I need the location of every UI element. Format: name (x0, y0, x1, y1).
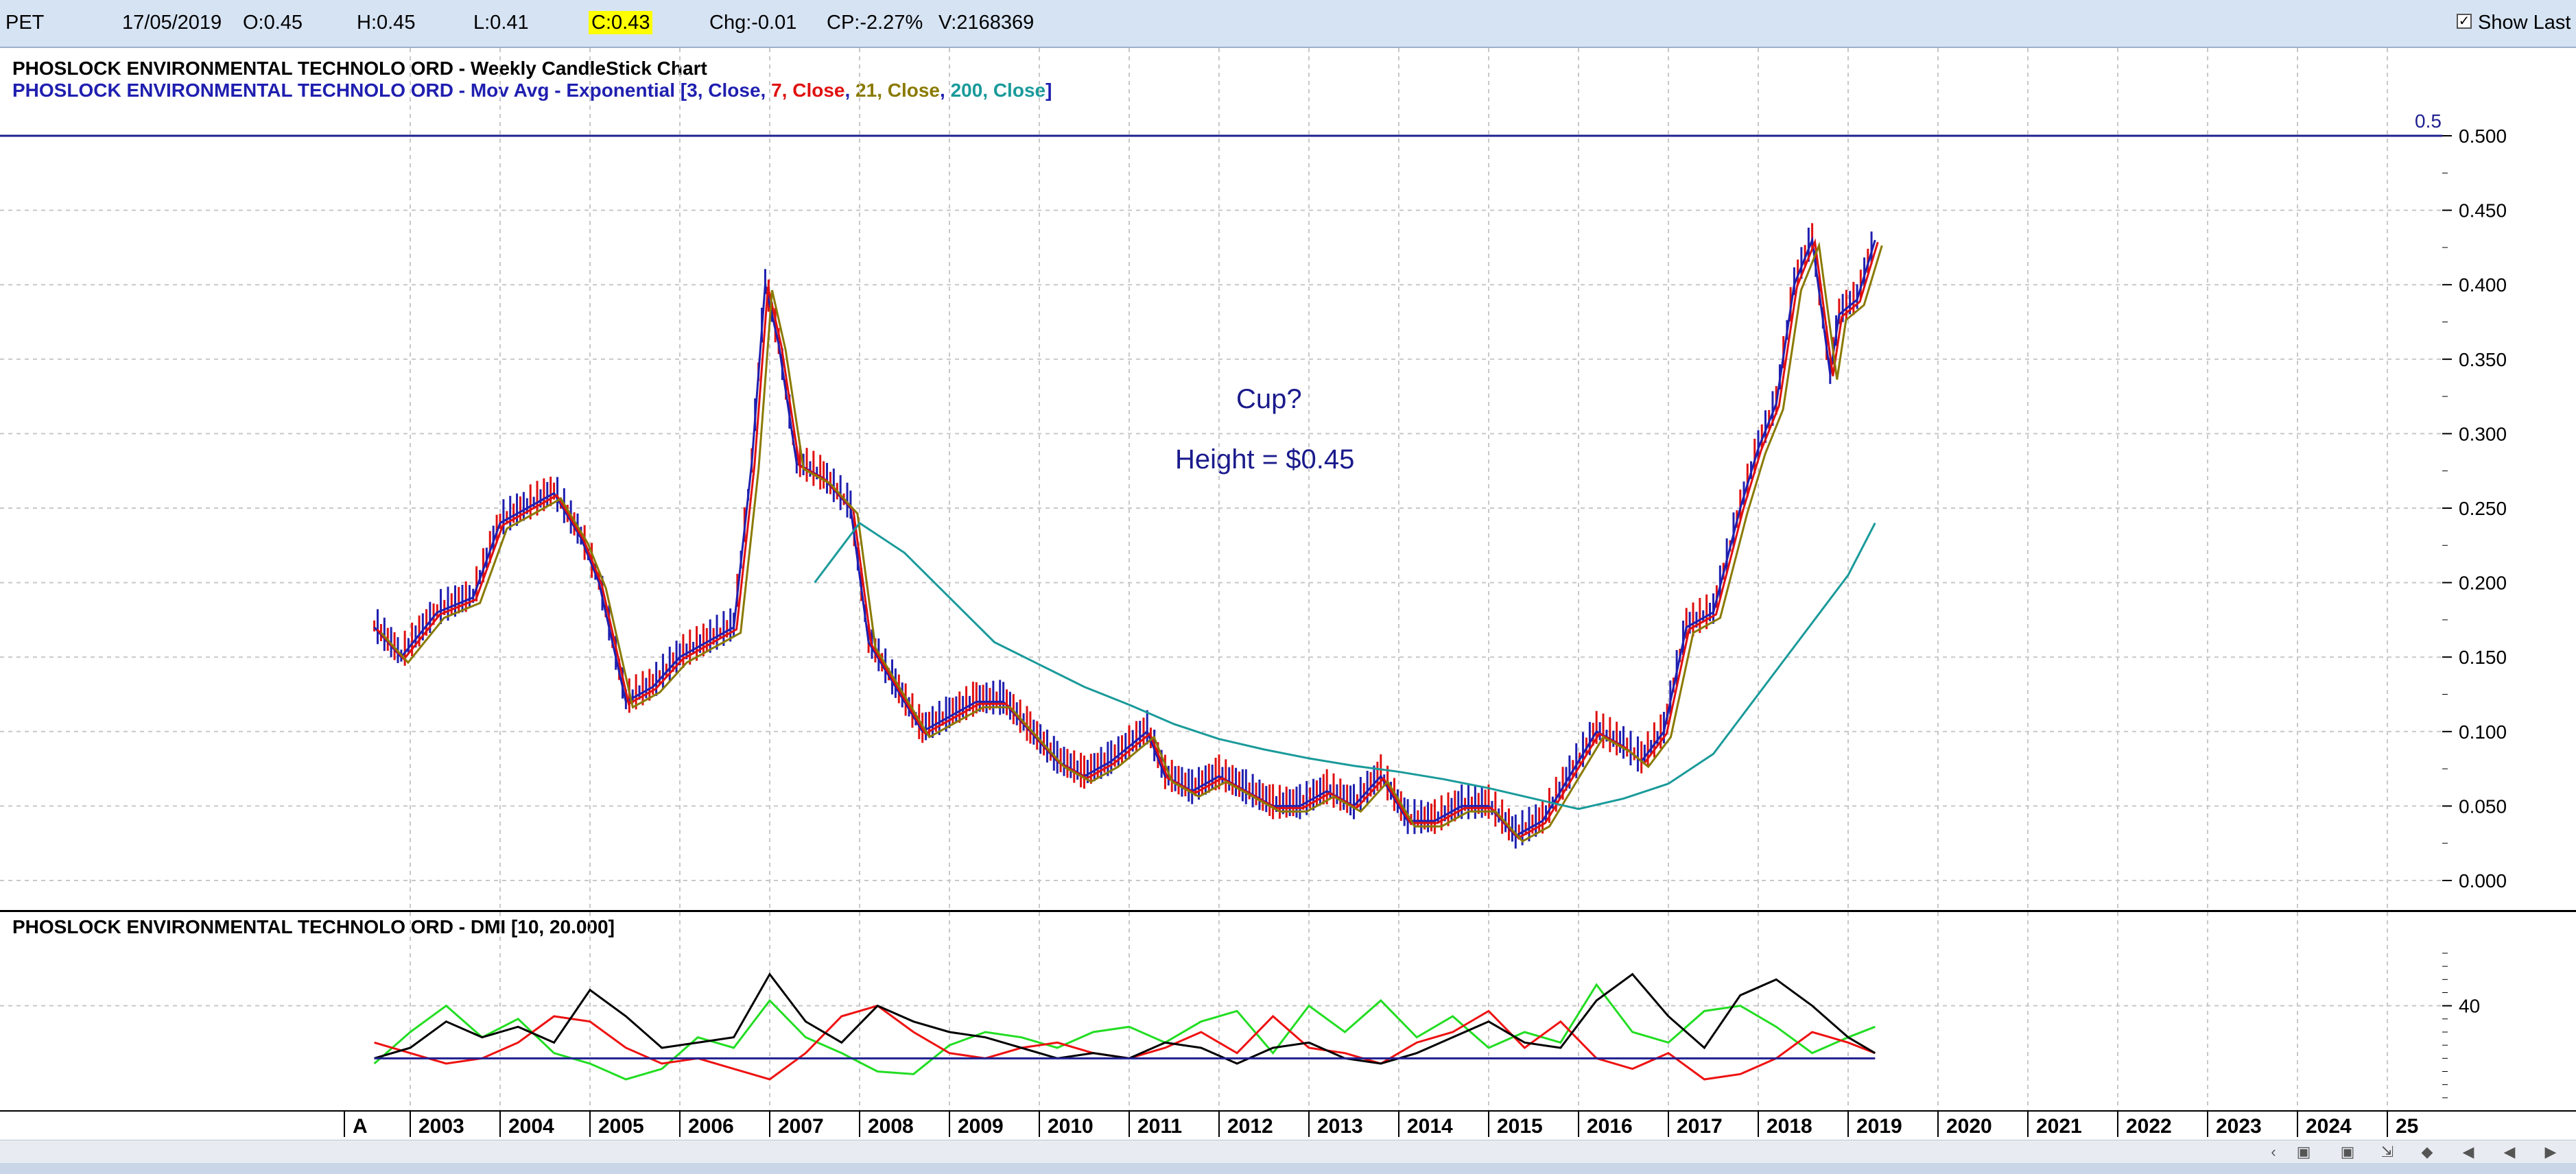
ma-legend-part: 3, Close (687, 80, 761, 101)
price-y-tick-label: 0.100 (2459, 721, 2507, 743)
time-axis-label: A (353, 1115, 368, 1138)
hline-label: 0.5 (2415, 110, 2442, 132)
dmi-plus-line (373, 983, 1876, 1081)
time-axis-label: 2003 (418, 1115, 464, 1138)
ma-legend-part: , (940, 80, 951, 101)
time-axis-label: 2017 (1677, 1115, 1723, 1138)
dmi-chart[interactable]: 40 (0, 912, 2576, 1111)
ma-legend-part: ] (1045, 80, 1052, 101)
close-label: C:0.43 (589, 11, 653, 34)
dmi-chart-title: PHOSLOCK ENVIRONMENTAL TECHNOLO ORD - DM… (12, 916, 615, 937)
time-axis-label: 2015 (1497, 1115, 1543, 1138)
price-y-tick-label: 0.000 (2459, 870, 2507, 891)
time-axis-label: 2020 (1946, 1115, 1992, 1138)
time-axis-label: 2011 (1137, 1115, 1182, 1138)
window-bottom-edge (0, 1163, 2576, 1174)
height-annotation: Height = $0.45 (1175, 444, 1355, 475)
cup-annotation: Cup? (1236, 384, 1302, 414)
time-axis-label: 2022 (2126, 1115, 2172, 1138)
time-axis-label: 25 (2396, 1115, 2418, 1138)
high-label: H:0.45 (357, 12, 416, 34)
ema21-line (380, 241, 1883, 843)
ma-legend-part: , (760, 80, 772, 101)
ma-legend-part: 21, Close (855, 80, 940, 101)
ema200-line (814, 521, 1876, 811)
time-axis-label: 2016 (1587, 1115, 1633, 1138)
time-axis-label: 2013 (1317, 1115, 1363, 1138)
show-last-checkbox[interactable]: ✓ (2457, 14, 2472, 29)
pan-icon[interactable]: ◆ (2421, 1143, 2433, 1160)
volume-label: V:2168369 (938, 12, 1035, 34)
zoom-out-icon[interactable]: ▣ (2340, 1143, 2355, 1160)
price-y-tick-label: 0.400 (2459, 274, 2507, 296)
prev-icon[interactable]: ◀ (2503, 1143, 2516, 1160)
time-axis-label: 2021 (2036, 1115, 2082, 1138)
time-axis-label: 2024 (2306, 1115, 2352, 1138)
low-label: L:0.41 (473, 12, 529, 34)
time-axis-label: 2014 (1407, 1115, 1453, 1138)
price-chart-title: PHOSLOCK ENVIRONMENTAL TECHNOLO ORD - We… (12, 58, 707, 79)
price-y-tick-label: 0.450 (2459, 200, 2507, 221)
time-axis-label: 2010 (1048, 1115, 1094, 1138)
date-label: 17/05/2019 (122, 12, 222, 34)
zoom-in-icon[interactable]: ▣ (2296, 1143, 2311, 1160)
price-y-tick-label: 0.500 (2459, 125, 2507, 147)
symbol-label: PET (5, 12, 45, 34)
panel-divider (0, 910, 2576, 912)
ma-legend-part: 7, Close (771, 80, 845, 101)
time-axis-label: 2012 (1227, 1115, 1273, 1138)
price-y-tick-label: 0.350 (2459, 349, 2507, 370)
change-pct-label: CP:-2.27% (827, 12, 923, 34)
time-axis-label: 2008 (868, 1115, 914, 1138)
quote-toolbar: PET 17/05/2019 O:0.45 H:0.45 L:0.41 C:0.… (0, 0, 2576, 48)
scroll-left-icon[interactable]: ‹ (2271, 1143, 2276, 1160)
time-axis-label: 2009 (958, 1115, 1004, 1138)
time-axis-label: 2007 (778, 1115, 824, 1138)
price-y-tick-label: 0.250 (2459, 498, 2507, 519)
time-axis-label: 2019 (1856, 1115, 1902, 1138)
price-y-tick-label: 0.300 (2459, 423, 2507, 444)
adx-line (374, 972, 1876, 1065)
change-label: Chg:-0.01 (709, 12, 797, 34)
price-y-tick-label: 0.150 (2459, 647, 2507, 668)
time-axis-label: 2018 (1766, 1115, 1812, 1138)
show-last-label[interactable]: Show Last (2478, 12, 2571, 34)
time-axis: A 2003 2004 2005 2006 2007 2008 2009 2010 2011 201… (0, 1110, 2576, 1138)
time-axis-label: 2004 (508, 1115, 554, 1138)
price-y-tick-label: 0.200 (2459, 573, 2507, 594)
ema3-line (373, 236, 1876, 837)
ema7-line (376, 238, 1879, 839)
fit-icon[interactable]: ⇲ (2380, 1143, 2394, 1160)
time-axis-label: 2006 (688, 1115, 734, 1138)
next-icon[interactable]: ▶ (2544, 1143, 2557, 1160)
ma-legend-prefix: PHOSLOCK ENVIRONMENTAL TECHNOLO ORD - Mo… (12, 80, 687, 101)
ma-legend-part: 200, Close (950, 80, 1046, 101)
price-y-tick-label: 0.050 (2459, 795, 2507, 817)
ma-legend-part: , (844, 80, 856, 101)
time-axis-label: 2005 (598, 1115, 644, 1138)
price-chart[interactable]: 0.500 0.450 0.400 0.350 0.300 0.250 0.200 0.150… (0, 0, 2576, 912)
back-icon[interactable]: ◀ (2462, 1143, 2474, 1160)
open-label: O:0.45 (243, 12, 303, 34)
dmi-y-tick-label: 40 (2459, 996, 2480, 1017)
scroll-bar[interactable]: ‹ ▣ ▣ ⇲ ◆ ◀ ◀ ▶ (0, 1140, 2576, 1164)
ma-legend: PHOSLOCK ENVIRONMENTAL TECHNOLO ORD - Mo… (12, 80, 1052, 101)
time-axis-label: 2023 (2216, 1115, 2262, 1138)
